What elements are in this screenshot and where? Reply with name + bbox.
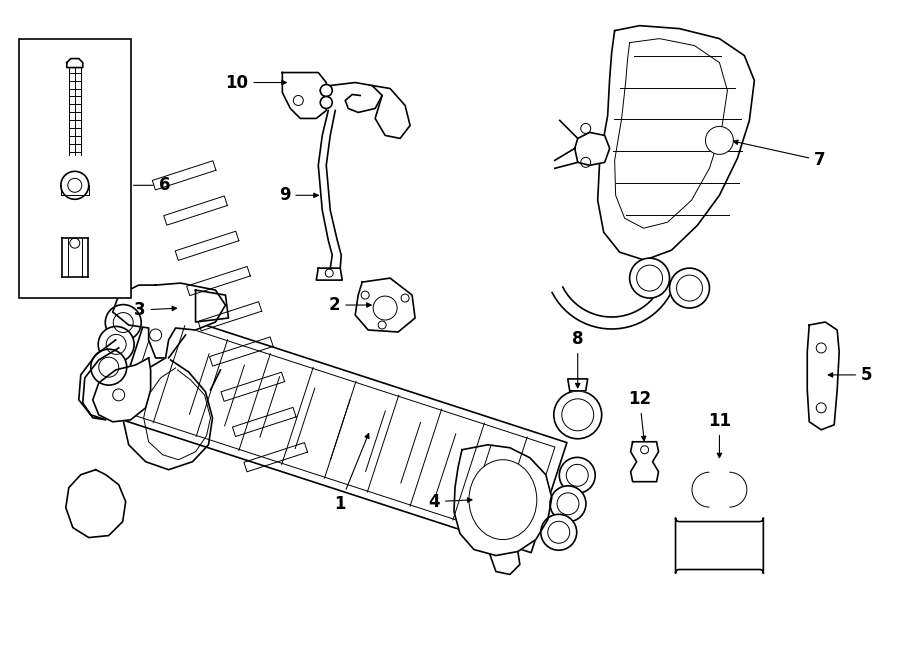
Circle shape <box>541 514 577 550</box>
Circle shape <box>320 97 332 108</box>
Bar <box>19 38 130 298</box>
Circle shape <box>554 391 602 439</box>
Polygon shape <box>575 132 609 165</box>
Circle shape <box>670 268 709 308</box>
Circle shape <box>550 486 586 522</box>
Text: 11: 11 <box>708 412 731 457</box>
Text: 12: 12 <box>628 390 652 441</box>
Text: 8: 8 <box>572 330 583 388</box>
Text: 9: 9 <box>279 186 319 204</box>
Polygon shape <box>356 278 415 332</box>
Polygon shape <box>454 445 552 555</box>
Circle shape <box>91 349 127 385</box>
Polygon shape <box>112 283 226 358</box>
Polygon shape <box>66 470 126 537</box>
Polygon shape <box>113 307 567 553</box>
Polygon shape <box>195 290 229 322</box>
Text: 4: 4 <box>428 492 472 511</box>
Polygon shape <box>490 551 520 574</box>
Text: 5: 5 <box>828 366 873 384</box>
Polygon shape <box>598 26 754 260</box>
Polygon shape <box>122 358 212 470</box>
Ellipse shape <box>469 460 536 539</box>
Circle shape <box>706 126 734 155</box>
Circle shape <box>98 327 134 362</box>
Circle shape <box>559 457 595 493</box>
Text: 7: 7 <box>734 140 826 169</box>
Polygon shape <box>316 268 342 280</box>
Text: 2: 2 <box>328 296 371 314</box>
Circle shape <box>630 258 670 298</box>
Circle shape <box>320 85 332 97</box>
Text: 3: 3 <box>134 301 176 319</box>
Text: 6: 6 <box>133 176 170 194</box>
Text: 10: 10 <box>225 73 286 91</box>
Polygon shape <box>631 442 659 482</box>
Polygon shape <box>93 358 150 422</box>
Polygon shape <box>807 322 839 430</box>
Circle shape <box>105 305 141 340</box>
Text: 1: 1 <box>335 434 369 513</box>
Polygon shape <box>568 379 588 391</box>
FancyBboxPatch shape <box>676 518 763 574</box>
